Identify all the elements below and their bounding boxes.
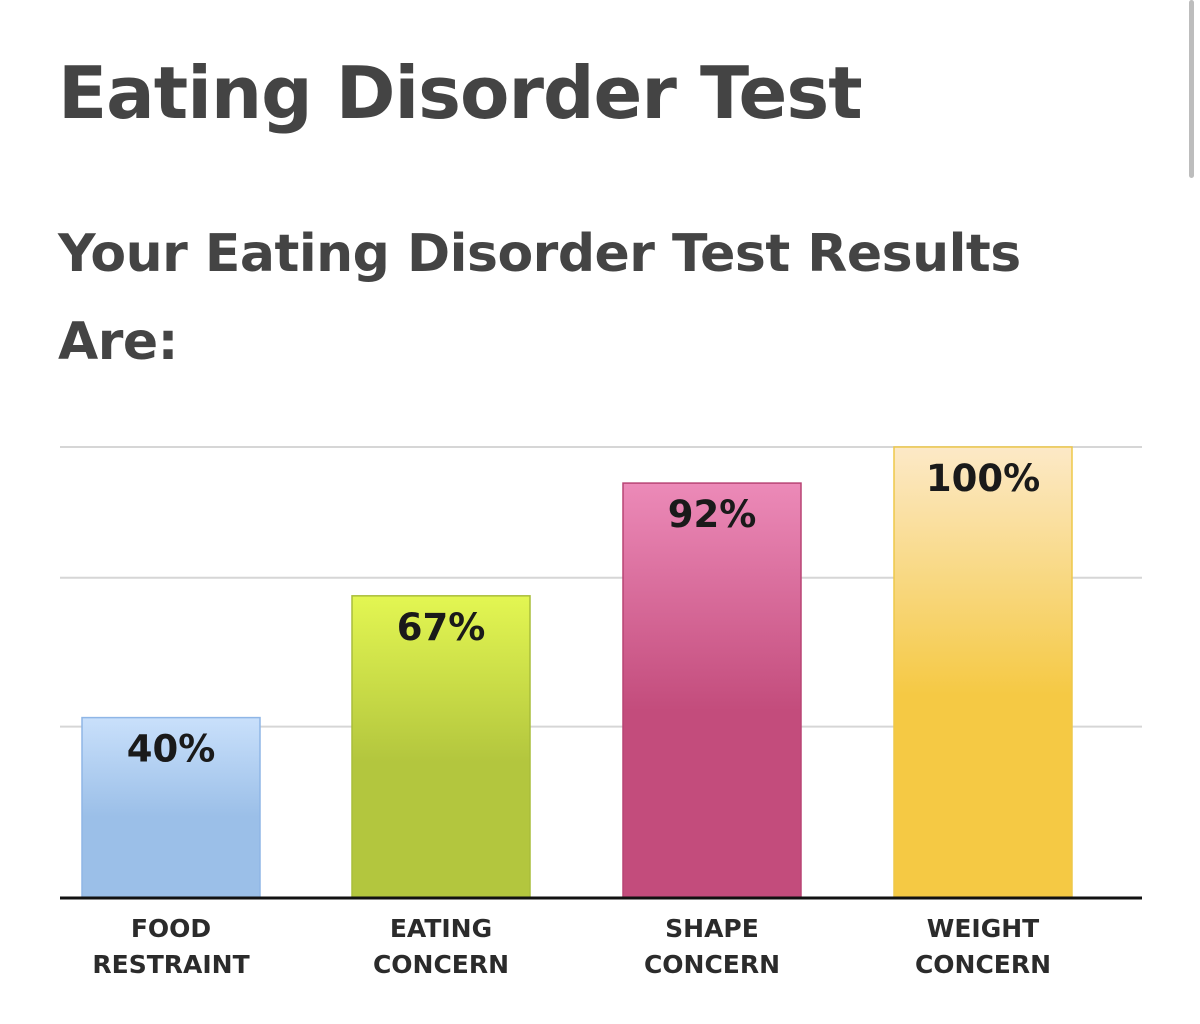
x-tick-label: CONCERN	[373, 950, 509, 979]
x-tick-label: RESTRAINT	[92, 950, 249, 979]
x-tick-label: FOOD	[131, 914, 211, 943]
data-label: 67%	[397, 606, 486, 649]
page-scrollbar[interactable]	[1184, 0, 1200, 1024]
chart-bars	[81, 446, 1073, 899]
bar-weight-concern	[893, 446, 1073, 899]
bar-shape-concern	[622, 482, 802, 899]
bar-eating-concern	[351, 595, 531, 899]
x-tick-label: EATING	[390, 914, 492, 943]
data-label: 92%	[668, 493, 757, 536]
x-tick-label: CONCERN	[644, 950, 780, 979]
bar-food-restraint	[81, 716, 261, 899]
chart-labels: 40% FOOD RESTRAINT 67% EATING CONCERN 92% SHAPE…	[92, 457, 1051, 979]
results-heading: Your Eating Disorder Test Results Are:	[58, 224, 1021, 372]
data-label: 40%	[127, 728, 216, 771]
page-title: Eating Disorder Test	[58, 51, 863, 135]
x-tick-label: SHAPE	[665, 914, 759, 943]
data-label: 100%	[926, 457, 1040, 500]
x-tick-label: CONCERN	[915, 950, 1051, 979]
x-tick-label: WEIGHT	[927, 914, 1039, 943]
scrollbar-thumb[interactable]	[1189, 0, 1194, 178]
